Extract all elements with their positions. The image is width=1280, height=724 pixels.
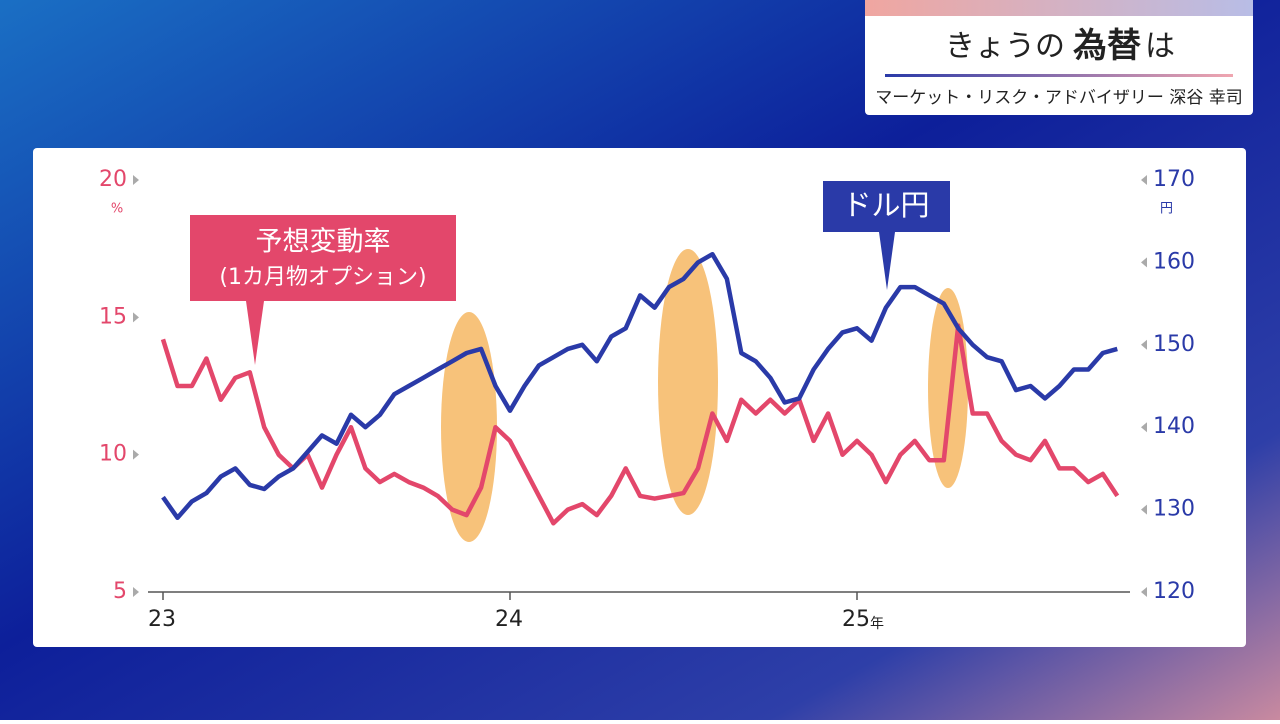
- y2-tick: [1141, 339, 1147, 350]
- y-tick: [133, 175, 139, 185]
- y2-tick: [1141, 504, 1147, 515]
- callout-box: [823, 181, 950, 290]
- y2-tick-label: 160: [1153, 249, 1195, 274]
- y-tick: [133, 587, 139, 597]
- y2-tick: [1141, 422, 1147, 433]
- plot: [160, 249, 1120, 542]
- title-prefix: きょうの: [945, 29, 1065, 64]
- y2-tick-label: 140: [1153, 414, 1195, 439]
- y-unit: %: [111, 202, 123, 217]
- title-suffix: は: [1145, 29, 1175, 64]
- header-subtitle: マーケット・リスク・アドバイザリー 深谷 幸司: [875, 88, 1242, 108]
- y-tick-label: 5: [113, 579, 127, 604]
- header-box: [865, 0, 1253, 115]
- series-annotation: (1カ月物オプション): [219, 265, 426, 290]
- series-line: [161, 251, 1118, 521]
- x-tick-label: 24: [495, 607, 523, 632]
- callout-usdjpy: ドル円: [823, 181, 950, 290]
- y2-tick: [1141, 587, 1147, 597]
- y2-tick-label: 150: [1153, 332, 1195, 357]
- y-tick-label: 20: [99, 167, 127, 192]
- callout-volatility: 予想変動率 (1カ月物オプション): [190, 215, 456, 365]
- header-rule: [885, 74, 1233, 77]
- x-unit: 年: [870, 616, 884, 632]
- header-title: きょうの 為替は: [945, 26, 1175, 66]
- title-emphasis: 為替: [1073, 26, 1141, 66]
- x-tick-label: 25: [842, 607, 870, 632]
- callout-box: [190, 215, 456, 365]
- legend-label: ドル円: [842, 188, 929, 222]
- y-tick-label: 15: [99, 304, 127, 329]
- y2-tick-label: 130: [1153, 497, 1195, 522]
- legend-label: 予想変動率: [256, 227, 391, 258]
- y-tick: [133, 449, 139, 460]
- y-tick: [133, 312, 139, 323]
- y2-tick: [1141, 175, 1147, 185]
- x-tick-label: 23: [148, 607, 176, 632]
- y2-tick: [1141, 257, 1147, 268]
- y2-tick-label: 120: [1153, 579, 1195, 604]
- y-tick-label: 10: [99, 442, 127, 467]
- header-strip: [865, 0, 1253, 16]
- y2-unit: 円: [1160, 202, 1173, 217]
- y2-tick-label: 170: [1153, 167, 1195, 192]
